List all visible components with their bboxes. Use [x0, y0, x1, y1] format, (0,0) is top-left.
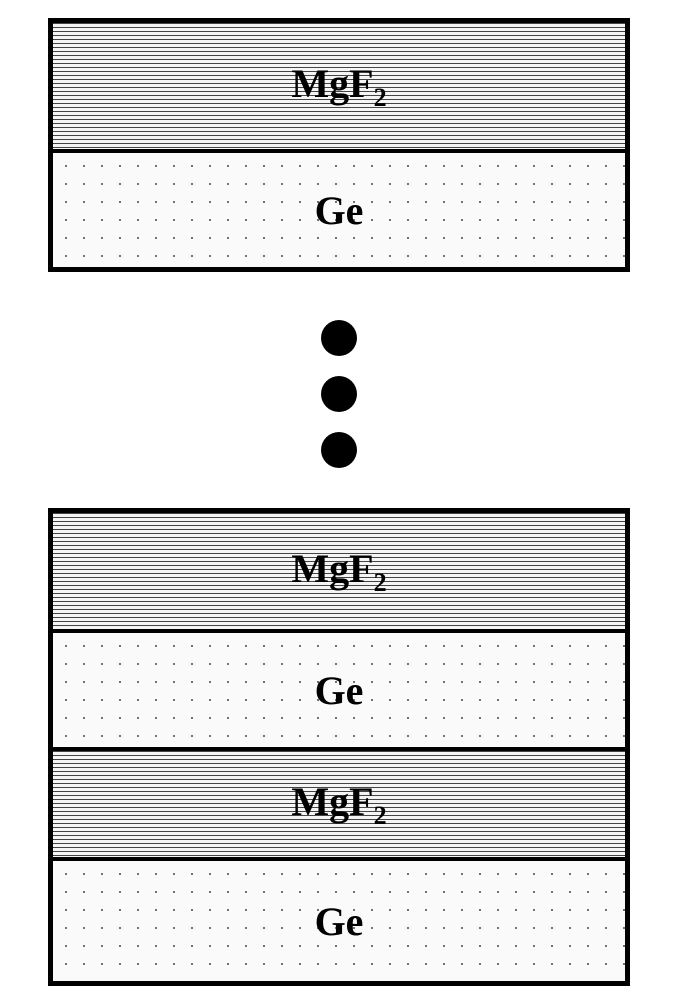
layer-ge: Ge [53, 153, 625, 267]
label-base: MgF [291, 61, 373, 106]
label-base: Ge [315, 188, 364, 233]
dot-icon [321, 320, 357, 356]
label-sub: 2 [374, 568, 387, 597]
dot-icon [321, 376, 357, 412]
continuation-dots [321, 320, 357, 468]
layer-ge: Ge [53, 861, 625, 981]
bottom-stack: MgF2 Ge MgF2 Ge [48, 508, 630, 986]
dot-icon [321, 432, 357, 468]
layer-ge: Ge [53, 633, 625, 751]
label-sub: 2 [374, 801, 387, 830]
layer-label: Ge [311, 898, 368, 945]
layer-label: MgF2 [287, 778, 390, 831]
layer-mgf2: MgF2 [53, 23, 625, 153]
label-base: Ge [315, 668, 364, 713]
top-stack: MgF2 Ge [48, 18, 630, 272]
layer-label: MgF2 [287, 60, 390, 113]
label-base: MgF [291, 546, 373, 591]
label-base: MgF [291, 779, 373, 824]
layer-label: Ge [311, 667, 368, 714]
layer-mgf2: MgF2 [53, 751, 625, 861]
layer-label: Ge [311, 187, 368, 234]
label-sub: 2 [374, 83, 387, 112]
layer-mgf2: MgF2 [53, 513, 625, 633]
layer-label: MgF2 [287, 545, 390, 598]
label-base: Ge [315, 899, 364, 944]
